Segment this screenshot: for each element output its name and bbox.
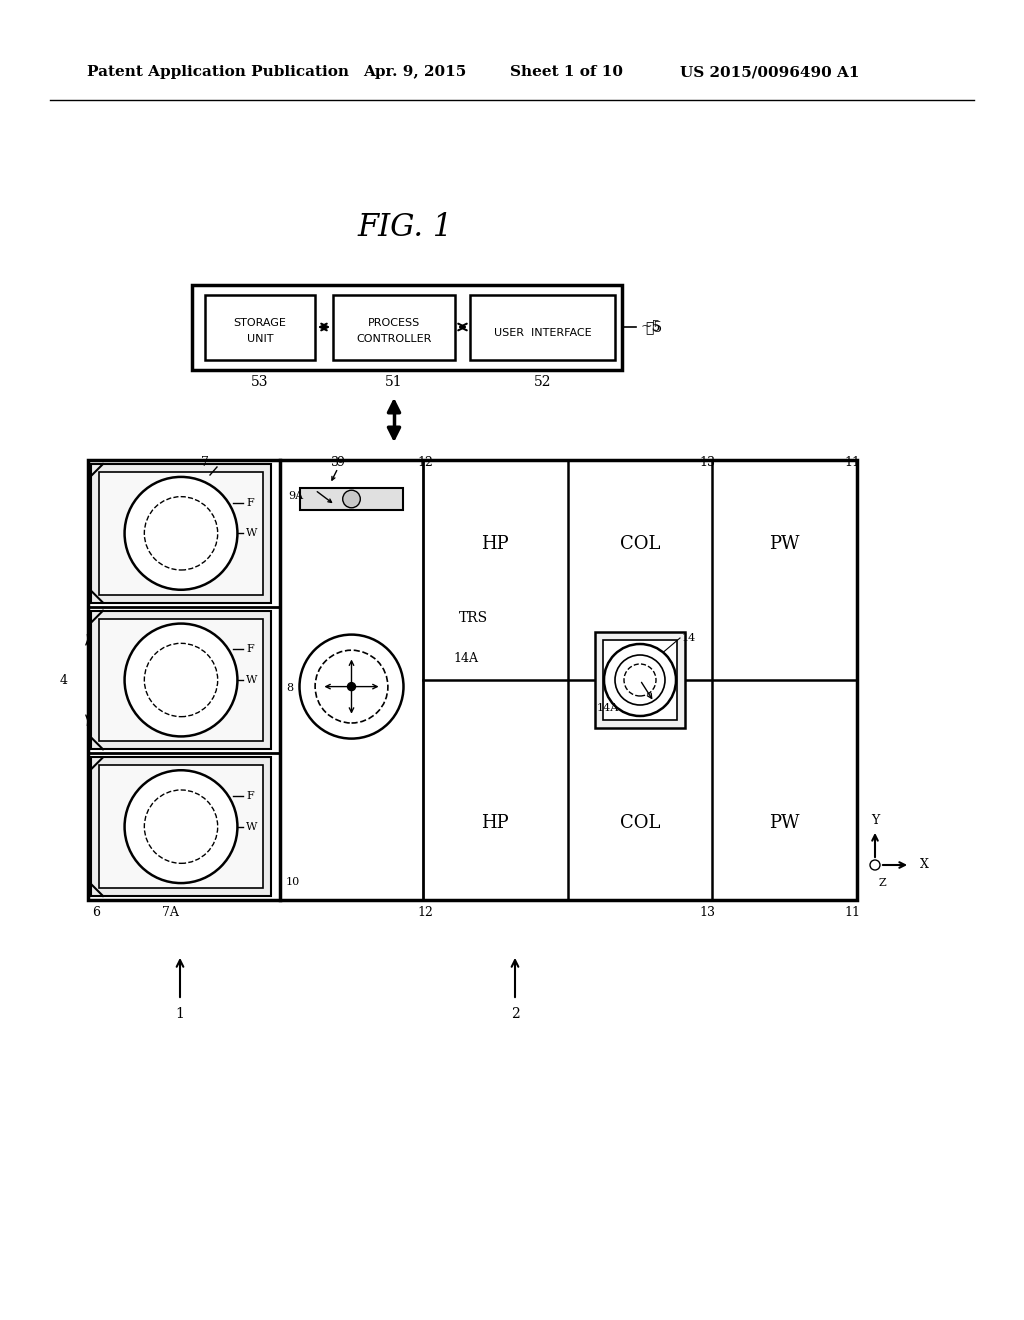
Text: 10: 10: [286, 876, 300, 887]
Text: 53: 53: [251, 375, 268, 389]
Bar: [91, 758, 271, 896]
Text: USER  INTERFACE: USER INTERFACE: [494, 327, 591, 338]
Text: X: X: [920, 858, 929, 871]
Circle shape: [343, 490, 360, 508]
Bar: [88, 459, 857, 900]
Text: US 2015/0096490 A1: US 2015/0096490 A1: [680, 65, 859, 79]
Text: 7: 7: [201, 455, 209, 469]
Bar: [470, 294, 615, 360]
Text: 11: 11: [844, 906, 860, 919]
Text: 51: 51: [385, 375, 402, 389]
Text: 7A: 7A: [162, 906, 178, 919]
Text: PW: PW: [769, 814, 800, 832]
Text: 14: 14: [682, 634, 696, 643]
Bar: [99, 766, 263, 888]
Text: PROCESS: PROCESS: [368, 318, 420, 327]
Text: COL: COL: [620, 535, 660, 553]
Circle shape: [125, 623, 238, 737]
Bar: [99, 473, 263, 595]
Bar: [300, 488, 403, 510]
Text: F: F: [246, 791, 254, 801]
Text: W: W: [246, 821, 257, 832]
Text: 9: 9: [336, 455, 344, 469]
Text: HP: HP: [481, 814, 509, 832]
Text: Sheet 1 of 10: Sheet 1 of 10: [510, 65, 623, 79]
Circle shape: [299, 635, 403, 739]
Text: Z: Z: [879, 878, 887, 888]
Circle shape: [125, 771, 238, 883]
Text: PW: PW: [769, 535, 800, 553]
Circle shape: [615, 655, 665, 705]
Text: TRS: TRS: [459, 611, 488, 626]
Text: 8: 8: [286, 682, 293, 693]
Circle shape: [144, 643, 218, 717]
Circle shape: [870, 861, 880, 870]
Text: Y: Y: [870, 813, 880, 826]
Circle shape: [125, 477, 238, 590]
Text: 3: 3: [331, 455, 339, 469]
Bar: [603, 640, 677, 719]
Text: W: W: [246, 675, 257, 685]
Text: 6: 6: [92, 906, 100, 919]
Text: UNIT: UNIT: [247, 334, 273, 345]
Text: 9A: 9A: [288, 491, 303, 502]
Text: COL: COL: [620, 814, 660, 832]
Bar: [333, 294, 455, 360]
Text: 12: 12: [417, 455, 433, 469]
Bar: [91, 465, 271, 603]
Text: Patent Application Publication: Patent Application Publication: [87, 65, 349, 79]
Text: 4: 4: [60, 673, 68, 686]
Text: FIG. 1: FIG. 1: [357, 213, 453, 243]
Text: 13: 13: [699, 906, 716, 919]
Bar: [193, 285, 622, 370]
Circle shape: [144, 789, 218, 863]
Text: F: F: [246, 498, 254, 508]
Text: CONTROLLER: CONTROLLER: [356, 334, 432, 345]
Text: 13: 13: [699, 455, 716, 469]
Circle shape: [624, 664, 656, 696]
Circle shape: [315, 651, 388, 723]
Text: F: F: [246, 644, 254, 655]
Text: 5: 5: [645, 319, 663, 334]
Text: ~5: ~5: [640, 319, 660, 334]
Circle shape: [144, 496, 218, 570]
Bar: [99, 619, 263, 742]
Bar: [91, 611, 271, 750]
Text: 52: 52: [534, 375, 551, 389]
Circle shape: [604, 644, 676, 715]
Text: 14A: 14A: [597, 704, 620, 713]
Text: 1: 1: [175, 1007, 184, 1020]
Text: 12: 12: [417, 906, 433, 919]
Text: 14A: 14A: [454, 652, 479, 664]
Bar: [205, 294, 315, 360]
Bar: [595, 632, 685, 729]
Circle shape: [347, 682, 355, 690]
Text: W: W: [246, 528, 257, 539]
Text: STORAGE: STORAGE: [233, 318, 287, 327]
Text: 2: 2: [511, 1007, 519, 1020]
Text: 11: 11: [844, 455, 860, 469]
Text: Apr. 9, 2015: Apr. 9, 2015: [362, 65, 466, 79]
Text: HP: HP: [481, 535, 509, 553]
